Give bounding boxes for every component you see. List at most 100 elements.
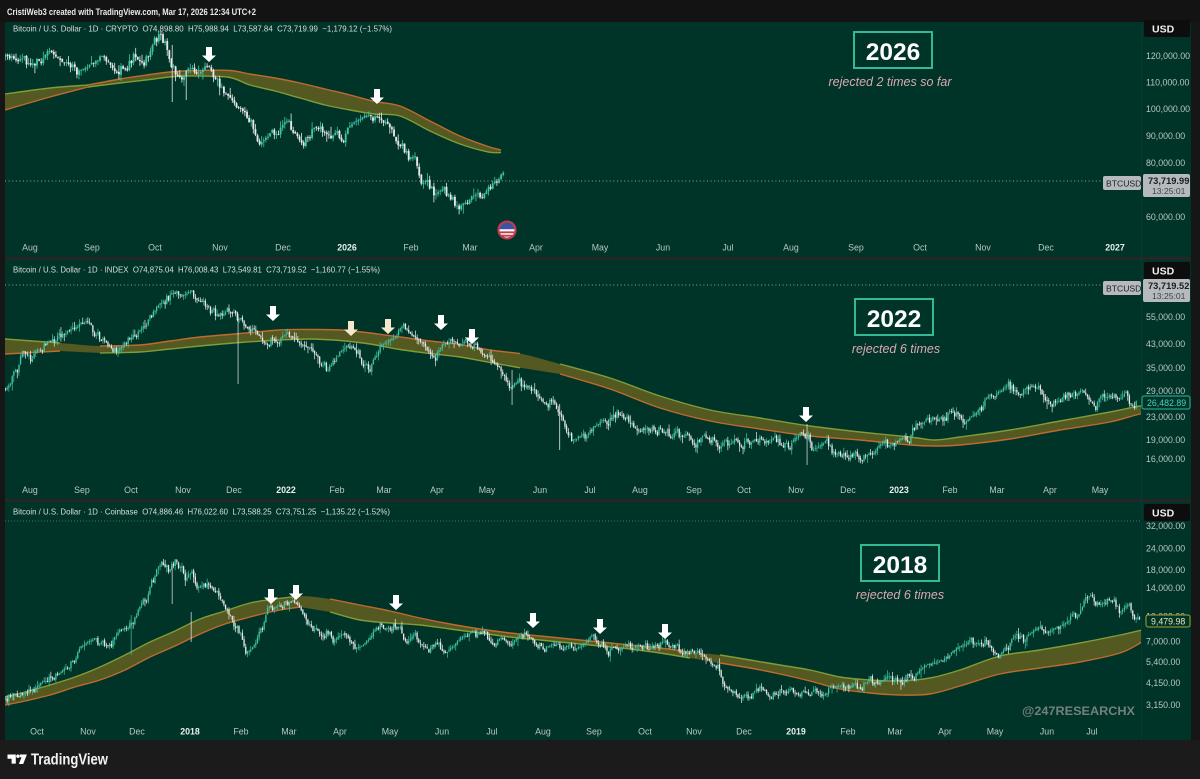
svg-text:Nov: Nov <box>212 243 228 253</box>
svg-text:23,000.00: 23,000.00 <box>1146 412 1185 422</box>
svg-text:Jun: Jun <box>435 727 449 737</box>
svg-text:55,000.00: 55,000.00 <box>1146 312 1185 322</box>
svg-text:Oct: Oct <box>638 727 652 737</box>
svg-text:Jul: Jul <box>1086 727 1097 737</box>
svg-text:Apr: Apr <box>430 485 444 495</box>
svg-text:Oct: Oct <box>737 485 751 495</box>
svg-text:Mar: Mar <box>281 727 296 737</box>
svg-text:2018: 2018 <box>180 727 200 737</box>
svg-text:Feb: Feb <box>233 727 248 737</box>
svg-text:Sep: Sep <box>686 485 702 495</box>
svg-text:Nov: Nov <box>788 485 804 495</box>
svg-text:Mar: Mar <box>462 243 477 253</box>
svg-text:Dec: Dec <box>840 485 856 495</box>
svg-text:Feb: Feb <box>329 485 344 495</box>
svg-text:USD: USD <box>1152 508 1175 520</box>
svg-text:CristiWeb3 created with Tradin: CristiWeb3 created with TradingView.com,… <box>7 7 256 18</box>
svg-text:Aug: Aug <box>632 485 648 495</box>
svg-text:9,479.98: 9,479.98 <box>1151 617 1185 627</box>
svg-text:Oct: Oct <box>124 485 138 495</box>
svg-text:Bitcoin / U.S. Dollar · 1D · C: Bitcoin / U.S. Dollar · 1D · CRYPTO O74,… <box>13 24 392 34</box>
svg-text:16,000.00: 16,000.00 <box>1146 454 1185 464</box>
svg-text:2026: 2026 <box>866 39 921 66</box>
svg-text:Bitcoin / U.S. Dollar · 1D · I: Bitcoin / U.S. Dollar · 1D · INDEX O74,8… <box>13 265 380 275</box>
svg-text:2022: 2022 <box>276 485 296 495</box>
svg-text:24,000.00: 24,000.00 <box>1146 544 1185 554</box>
svg-text:Dec: Dec <box>1038 243 1054 253</box>
svg-text:4,150.00: 4,150.00 <box>1146 678 1180 688</box>
svg-text:Mar: Mar <box>376 485 391 495</box>
svg-text:73,719.52: 73,719.52 <box>1148 281 1189 291</box>
svg-text:35,000.00: 35,000.00 <box>1146 363 1185 373</box>
svg-text:rejected 6 times: rejected 6 times <box>852 342 940 356</box>
svg-text:Aug: Aug <box>22 485 38 495</box>
svg-text:Dec: Dec <box>226 485 242 495</box>
svg-text:Nov: Nov <box>975 243 991 253</box>
svg-text:19,000.00: 19,000.00 <box>1146 435 1185 445</box>
svg-text:5,400.00: 5,400.00 <box>1146 657 1180 667</box>
svg-text:18,000.00: 18,000.00 <box>1146 565 1185 575</box>
svg-text:13:25:01: 13:25:01 <box>1152 291 1186 301</box>
svg-text:2018: 2018 <box>873 552 928 579</box>
svg-text:Mar: Mar <box>989 485 1004 495</box>
svg-text:May: May <box>592 243 609 253</box>
svg-text:43,000.00: 43,000.00 <box>1146 339 1185 349</box>
svg-text:Oct: Oct <box>148 243 162 253</box>
svg-text:Apr: Apr <box>938 727 952 737</box>
svg-text:13:25:01: 13:25:01 <box>1152 186 1186 196</box>
svg-text:Oct: Oct <box>913 243 927 253</box>
svg-text:Aug: Aug <box>22 243 38 253</box>
svg-text:rejected 2 times so far: rejected 2 times so far <box>829 75 953 89</box>
svg-text:73,719.99: 73,719.99 <box>1148 176 1189 186</box>
svg-text:Apr: Apr <box>333 727 347 737</box>
svg-text:2019: 2019 <box>786 727 806 737</box>
svg-text:TradingView: TradingView <box>31 752 109 769</box>
svg-text:100,000.00: 100,000.00 <box>1146 104 1190 114</box>
svg-text:Apr: Apr <box>529 243 543 253</box>
svg-text:May: May <box>382 727 399 737</box>
svg-text:Oct: Oct <box>30 727 44 737</box>
svg-text:Sep: Sep <box>586 727 602 737</box>
svg-text:@247RESEARCHX: @247RESEARCHX <box>1022 704 1135 718</box>
svg-text:BTCUSD: BTCUSD <box>1106 179 1141 189</box>
svg-text:110,000.00: 110,000.00 <box>1146 78 1189 88</box>
svg-text:32,000.00: 32,000.00 <box>1146 521 1185 531</box>
svg-text:Dec: Dec <box>275 243 291 253</box>
svg-text:USD: USD <box>1152 24 1175 36</box>
svg-text:Feb: Feb <box>942 485 957 495</box>
svg-text:Nov: Nov <box>80 727 96 737</box>
svg-text:rejected 6 times: rejected 6 times <box>856 588 944 602</box>
svg-text:May: May <box>987 727 1004 737</box>
svg-text:Sep: Sep <box>848 243 864 253</box>
svg-text:Apr: Apr <box>1043 485 1057 495</box>
svg-text:May: May <box>479 485 496 495</box>
svg-text:Nov: Nov <box>686 727 702 737</box>
svg-text:3,150.00: 3,150.00 <box>1146 700 1180 710</box>
svg-text:Feb: Feb <box>840 727 855 737</box>
svg-text:Jun: Jun <box>533 485 547 495</box>
svg-text:Aug: Aug <box>783 243 799 253</box>
svg-text:Sep: Sep <box>74 485 90 495</box>
svg-text:90,000.00: 90,000.00 <box>1146 131 1185 141</box>
svg-text:2027: 2027 <box>1105 243 1125 253</box>
svg-text:Dec: Dec <box>129 727 145 737</box>
svg-text:Nov: Nov <box>175 485 191 495</box>
svg-text:14,000.00: 14,000.00 <box>1146 583 1185 593</box>
svg-text:Jun: Jun <box>656 243 670 253</box>
svg-text:Jul: Jul <box>722 243 733 253</box>
svg-text:26,482.89: 26,482.89 <box>1147 398 1186 408</box>
svg-text:2026: 2026 <box>337 243 357 253</box>
svg-text:USD: USD <box>1152 266 1175 278</box>
svg-text:120,000.00: 120,000.00 <box>1146 51 1190 61</box>
svg-text:May: May <box>1092 485 1109 495</box>
svg-text:Jun: Jun <box>1040 727 1054 737</box>
svg-text:60,000.00: 60,000.00 <box>1146 212 1185 222</box>
svg-text:BTCUSD: BTCUSD <box>1106 284 1141 294</box>
svg-text:80,000.00: 80,000.00 <box>1146 158 1185 168</box>
svg-text:Feb: Feb <box>403 243 418 253</box>
svg-text:Bitcoin / U.S. Dollar · 1D · C: Bitcoin / U.S. Dollar · 1D · Coinbase O7… <box>13 507 390 517</box>
svg-text:Sep: Sep <box>84 243 100 253</box>
svg-text:7,000.00: 7,000.00 <box>1146 637 1180 647</box>
svg-text:Jul: Jul <box>486 727 497 737</box>
svg-text:Aug: Aug <box>535 727 551 737</box>
